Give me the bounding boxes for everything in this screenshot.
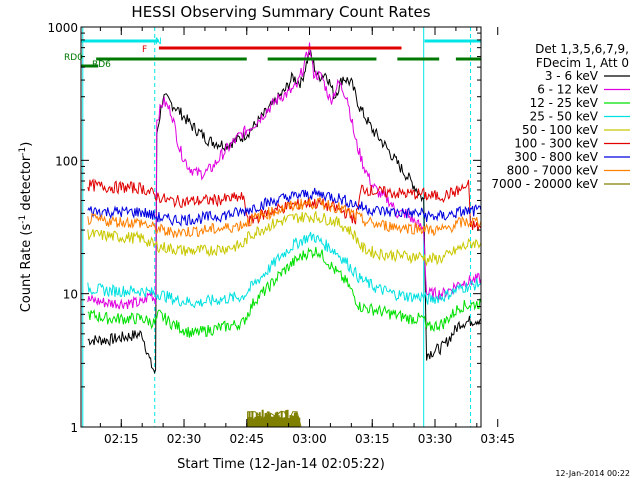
state-label-rd0: RD0 — [64, 53, 83, 63]
series-line-7 — [87, 196, 481, 239]
series-line-5 — [87, 178, 481, 232]
y-tick-label: 1000 — [47, 21, 78, 35]
y-tick-label: 10 — [63, 288, 78, 302]
series-line-3 — [87, 231, 481, 309]
series-line-4 — [87, 210, 481, 267]
series-line-2 — [87, 246, 481, 338]
plot-area — [81, 27, 481, 427]
state-label-f: F — [142, 45, 147, 55]
attenuator-burst — [247, 409, 301, 427]
x-tick-label: 03:00 — [292, 432, 327, 446]
legend-label-5: 100 - 300 keV — [514, 137, 598, 151]
x-tick-label: 02:15 — [104, 432, 139, 446]
x-tick-label: 03:15 — [355, 432, 390, 446]
state-label-rd6: RD6 — [92, 60, 111, 70]
x-tick-label: 02:45 — [229, 432, 264, 446]
legend-header-line-2: FDecim 1, Att 0 — [536, 56, 629, 70]
y-tick-label: 100 — [55, 154, 78, 168]
x-tick-label: 03:45 — [480, 432, 515, 446]
legend-label-6: 300 - 800 keV — [514, 150, 598, 164]
series-line-0 — [87, 50, 481, 375]
x-axis: 02:15 02:30 02:45 03:00 03:15 03:30 03:45 — [99, 27, 515, 446]
legend-header-line-1: Det 1,3,5,6,7,9, — [535, 42, 629, 56]
legend-label-1: 6 - 12 keV — [537, 83, 599, 97]
chart-title: HESSI Observing Summary Count Rates — [131, 3, 430, 21]
x-axis-label: Start Time (12-Jan-14 02:05:22) — [177, 457, 385, 472]
y-axis: 1 10 100 1000 — [47, 21, 481, 435]
legend-label-8: 7000 - 20000 keV — [491, 177, 598, 191]
legend-label-4: 50 - 100 keV — [522, 123, 599, 137]
y-tick-label: 1 — [70, 421, 78, 435]
plot-frame — [80, 26, 482, 428]
x-tick-label: 02:30 — [167, 432, 202, 446]
footer-date: 12-Jan-2014 00:22 — [555, 469, 630, 478]
legend-label-3: 25 - 50 keV — [530, 110, 599, 124]
y-axis-label: Count Rate (s-1 detector-1) — [18, 142, 34, 313]
legend: Det 1,3,5,6,7,9, FDecim 1, Att 0 3 - 6 k… — [491, 42, 630, 191]
state-label-n: N — [155, 37, 162, 47]
x-tick-label: 03:30 — [418, 432, 453, 446]
legend-label-2: 12 - 25 keV — [530, 96, 599, 110]
series-line-6 — [87, 187, 481, 227]
legend-label-7: 800 - 7000 keV — [507, 164, 599, 178]
legend-label-0: 3 - 6 keV — [545, 69, 599, 83]
